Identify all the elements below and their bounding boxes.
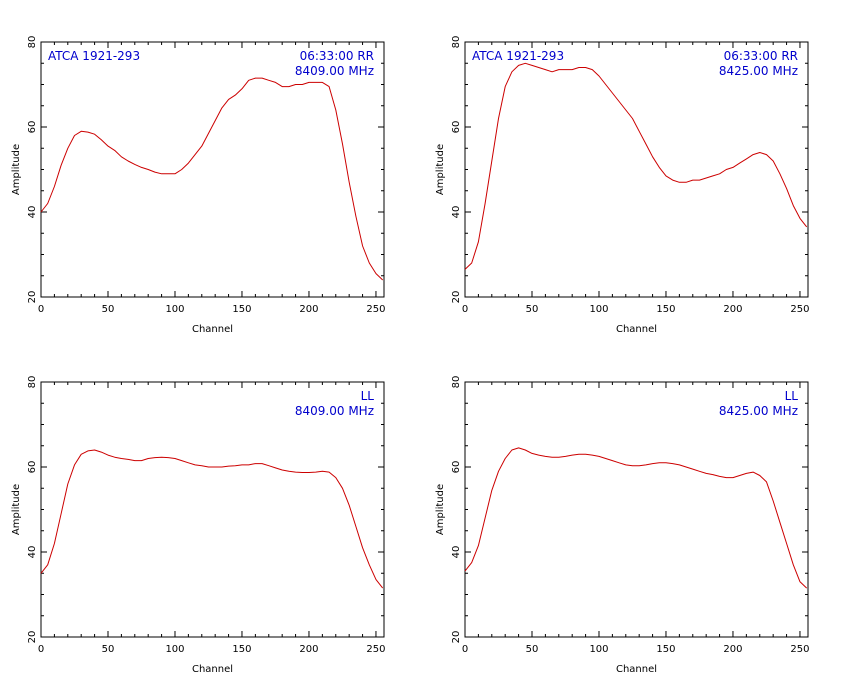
chart2-polarization-label: 06:33:00 RR (724, 49, 798, 63)
chart3-ytick-label: 40 (27, 546, 38, 559)
chart1-xtick-label: 200 (299, 304, 318, 315)
chart3-frame (40, 381, 385, 638)
chart2: 0 50 100 150 200 250 20 40 60 80 Channel Amplitude A… (435, 36, 810, 335)
chart2-frequency-label: 8425.00 MHz (719, 64, 798, 78)
chart4-xtick-label: 250 (790, 644, 809, 655)
chart2-xtick-label: 0 (462, 304, 468, 315)
chart4-series-line (464, 447, 808, 589)
chart4-frequency-label: 8425.00 MHz (719, 404, 798, 418)
chart1-xtick-label: 150 (232, 304, 251, 315)
chart1-ytick-label: 20 (27, 291, 38, 304)
chart3-polarization-label: LL (361, 389, 375, 403)
chart4-xtick-label: 0 (462, 644, 468, 655)
chart1-frequency-label: 8409.00 MHz (295, 64, 374, 78)
chart3-xlabel: Channel (192, 664, 233, 675)
chart4-ylabel: Amplitude (435, 484, 446, 535)
chart2-ytick-label: 60 (451, 121, 462, 134)
chart2-source-label: ATCA 1921-293 (472, 49, 564, 63)
chart1-xtick-label: 250 (366, 304, 385, 315)
chart4-ytick-label: 40 (451, 546, 462, 559)
chart1-xtick-label: 0 (38, 304, 44, 315)
chart1-ytick-label: 80 (27, 36, 38, 49)
chart2-xlabel: Channel (616, 324, 657, 335)
chart2-xtick-label: 100 (589, 304, 608, 315)
chart1: 0 50 100 150 200 250 20 40 60 80 Channel Amplitude A… (11, 36, 386, 335)
chart3-xtick-label: 250 (366, 644, 385, 655)
chart2-series-line (464, 62, 808, 270)
chart1-series-line (40, 77, 384, 281)
chart1-frame (40, 41, 385, 298)
chart4-xlabel: Channel (616, 664, 657, 675)
chart2-ytick-label: 80 (451, 36, 462, 49)
chart2-ytick-label: 40 (451, 206, 462, 219)
chart3-xtick-label: 150 (232, 644, 251, 655)
chart2-frame (464, 41, 809, 298)
chart4-xtick-label: 200 (723, 644, 742, 655)
chart3-xtick-label: 100 (165, 644, 184, 655)
chart1-ytick-label: 60 (27, 121, 38, 134)
chart2-xtick-label: 250 (790, 304, 809, 315)
chart2-xtick-label: 150 (656, 304, 675, 315)
chart2-ylabel: Amplitude (435, 144, 446, 195)
chart1-source-label: ATCA 1921-293 (48, 49, 140, 63)
chart1-polarization-label: 06:33:00 RR (300, 49, 374, 63)
chart2-xtick-label: 200 (723, 304, 742, 315)
chart1-xlabel: Channel (192, 324, 233, 335)
chart4-ytick-label: 20 (451, 631, 462, 644)
chart3-xtick-label: 0 (38, 644, 44, 655)
chart4: 0 50 100 150 200 250 20 40 60 80 Channel Amplitude L… (435, 376, 810, 675)
chart4-frame (464, 381, 809, 638)
chart1-ytick-label: 40 (27, 206, 38, 219)
chart4-xtick-label: 50 (526, 644, 539, 655)
chart1-xtick-label: 100 (165, 304, 184, 315)
chart3-xtick-label: 200 (299, 644, 318, 655)
chart2-xtick-label: 50 (526, 304, 539, 315)
chart4-xtick-label: 100 (589, 644, 608, 655)
chart4-xtick-label: 150 (656, 644, 675, 655)
chart3-series-line (40, 449, 384, 589)
chart3-ytick-label: 80 (27, 376, 38, 389)
chart3-xtick-label: 50 (102, 644, 115, 655)
chart4-ytick-label: 60 (451, 461, 462, 474)
chart2-ytick-label: 20 (451, 291, 462, 304)
chart3: 0 50 100 150 200 250 20 40 60 80 Channel Amplitude L… (11, 376, 386, 675)
chart3-ytick-label: 20 (27, 631, 38, 644)
chart1-ylabel: Amplitude (11, 144, 22, 195)
chart4-ytick-label: 80 (451, 376, 462, 389)
chart3-ytick-label: 60 (27, 461, 38, 474)
chart1-xtick-label: 50 (102, 304, 115, 315)
chart4-polarization-label: LL (785, 389, 799, 403)
chart3-ylabel: Amplitude (11, 484, 22, 535)
chart3-frequency-label: 8409.00 MHz (295, 404, 374, 418)
